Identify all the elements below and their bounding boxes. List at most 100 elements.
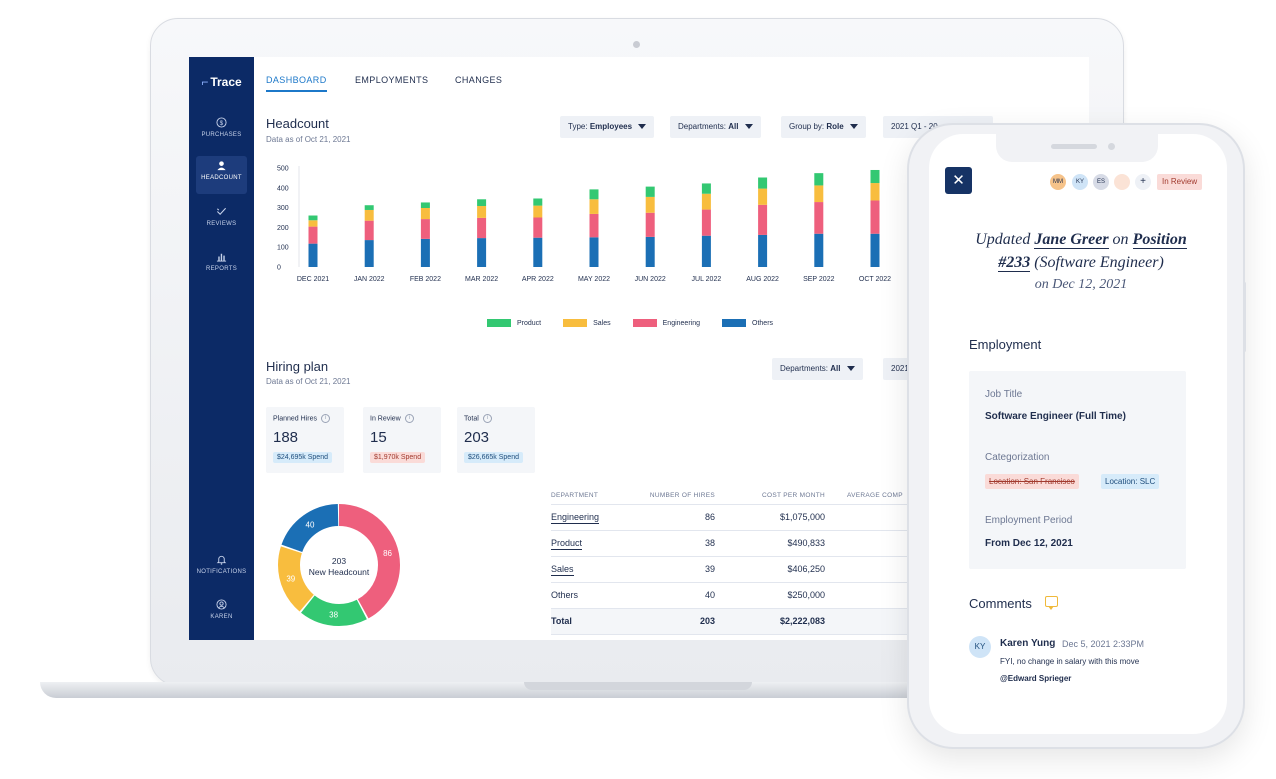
bar-segment-others[interactable] (645, 236, 655, 267)
dropdown-value: All (728, 122, 739, 131)
legend-item-product[interactable]: Product (487, 319, 541, 327)
hiring-departments-dropdown[interactable]: Departments: All (772, 358, 863, 380)
info-icon[interactable]: i (404, 414, 414, 423)
group-by-dropdown[interactable]: Group by: Role (781, 116, 866, 138)
sidebar-item-karen[interactable]: KAREN (196, 595, 247, 633)
person-icon (217, 161, 226, 171)
bar-segment-sales[interactable] (477, 206, 487, 218)
donut-center-value: 203 (332, 556, 346, 566)
info-icon[interactable]: i (482, 414, 492, 423)
phone-speaker (1051, 144, 1097, 149)
cost-cell: $250,000 (715, 582, 825, 609)
sidebar-item-headcount[interactable]: HEADCOUNT (196, 156, 247, 194)
sidebar-item-purchases[interactable]: $ PURCHASES (196, 113, 247, 151)
bar-segment-engineering[interactable] (814, 202, 824, 234)
donut-slice[interactable] (278, 504, 400, 626)
bar-segment-others[interactable] (308, 243, 318, 267)
bar-segment-product[interactable] (308, 215, 318, 221)
avatar[interactable]: KY (1072, 174, 1088, 190)
legend-swatch (487, 319, 511, 327)
bar-segment-sales[interactable] (701, 193, 711, 210)
bar-segment-others[interactable] (814, 233, 824, 267)
bar-segment-engineering[interactable] (364, 220, 374, 241)
sidebar-item-notifications[interactable]: NOTIFICATIONS (196, 550, 247, 588)
bar-segment-product[interactable] (758, 177, 768, 189)
info-icon[interactable]: i (320, 414, 330, 423)
location-old-tag: Location: San Francisco (985, 474, 1079, 489)
departments-dropdown[interactable]: Departments: All (670, 116, 761, 138)
bar-segment-engineering[interactable] (477, 217, 487, 239)
tab-employments[interactable]: EMPLOYMENTS (355, 75, 429, 85)
bar-segment-engineering[interactable] (589, 213, 599, 238)
cost-cell: $490,833 (715, 530, 825, 557)
dept-link-sales[interactable]: Sales (551, 564, 574, 576)
bar-segment-sales[interactable] (364, 209, 374, 221)
x-tick-label: APR 2022 (522, 276, 554, 283)
close-button[interactable]: ✕ (945, 167, 972, 194)
bar-segment-product[interactable] (701, 183, 711, 194)
bar-segment-others[interactable] (364, 240, 374, 267)
stat-value: 188 (273, 429, 299, 446)
bar-segment-sales[interactable] (870, 183, 880, 201)
comment-mention[interactable]: @Edward Sprieger (1000, 674, 1072, 683)
comment-time: Dec 5, 2021 2:33PM (1062, 639, 1145, 649)
dept-link-engineering[interactable]: Engineering (551, 512, 600, 524)
bar-segment-engineering[interactable] (645, 212, 655, 237)
bar-segment-product[interactable] (589, 189, 599, 200)
y-tick-label: 0 (277, 265, 281, 272)
bar-segment-engineering[interactable] (533, 217, 543, 238)
avatar[interactable] (1114, 174, 1130, 190)
bar-segment-sales[interactable] (589, 199, 599, 214)
dropdown-label: Group by: (789, 122, 825, 131)
legend-item-others[interactable]: Others (722, 319, 773, 327)
avatar[interactable]: MM (1050, 174, 1066, 190)
bar-segment-sales[interactable] (814, 185, 824, 203)
bar-segment-product[interactable] (814, 173, 824, 186)
tab-dashboard[interactable]: DASHBOARD (266, 75, 327, 92)
cost-cell: $406,250 (715, 556, 825, 583)
donut-slice[interactable] (278, 504, 400, 626)
bar-segment-others[interactable] (589, 237, 599, 267)
donut-slice-label: 86 (383, 549, 392, 558)
tab-changes[interactable]: CHANGES (455, 75, 503, 85)
bar-segment-sales[interactable] (758, 188, 768, 205)
legend-item-sales[interactable]: Sales (563, 319, 611, 327)
job-title-value: Software Engineer (Full Time) (985, 411, 1126, 422)
avatar[interactable]: ES (1093, 174, 1109, 190)
bar-segment-others[interactable] (701, 235, 711, 267)
bar-segment-others[interactable] (758, 234, 768, 267)
bar-segment-others[interactable] (420, 238, 430, 267)
bar-segment-product[interactable] (533, 198, 543, 206)
bar-segment-engineering[interactable] (758, 204, 768, 235)
sidebar-item-reports[interactable]: REPORTS (196, 247, 247, 285)
bar-segment-others[interactable] (870, 233, 880, 267)
position-id-link[interactable]: #233 (998, 254, 1031, 272)
donut-slice[interactable] (278, 504, 400, 626)
bar-segment-product[interactable] (420, 202, 430, 208)
app-logo[interactable]: ⌐ Trace (201, 75, 242, 89)
bar-segment-sales[interactable] (533, 205, 543, 218)
bar-segment-sales[interactable] (308, 220, 318, 227)
caret-down-icon (846, 366, 855, 372)
add-reviewer-button[interactable]: + (1135, 174, 1151, 190)
bar-segment-engineering[interactable] (420, 219, 430, 239)
position-link[interactable]: Position (1132, 231, 1187, 249)
bar-segment-engineering[interactable] (701, 209, 711, 236)
bar-segment-engineering[interactable] (308, 226, 318, 244)
comment-icon[interactable] (1045, 596, 1058, 610)
bar-segment-engineering[interactable] (870, 200, 880, 234)
bar-segment-product[interactable] (870, 169, 880, 184)
type-dropdown[interactable]: Type: Employees (560, 116, 655, 138)
bar-segment-product[interactable] (645, 186, 655, 197)
bar-segment-product[interactable] (364, 205, 374, 210)
bar-segment-sales[interactable] (645, 196, 655, 213)
legend-item-engineering[interactable]: Engineering (632, 319, 700, 327)
sidebar-item-reviews[interactable]: REVIEWS (196, 202, 247, 240)
bar-segment-product[interactable] (477, 199, 487, 207)
person-link[interactable]: Jane Greer (1034, 231, 1109, 249)
dropdown-label: Departments: (780, 364, 829, 373)
bar-segment-others[interactable] (477, 238, 487, 267)
bar-segment-others[interactable] (533, 237, 543, 267)
dept-link-product[interactable]: Product (551, 538, 583, 550)
bar-segment-sales[interactable] (420, 207, 430, 220)
